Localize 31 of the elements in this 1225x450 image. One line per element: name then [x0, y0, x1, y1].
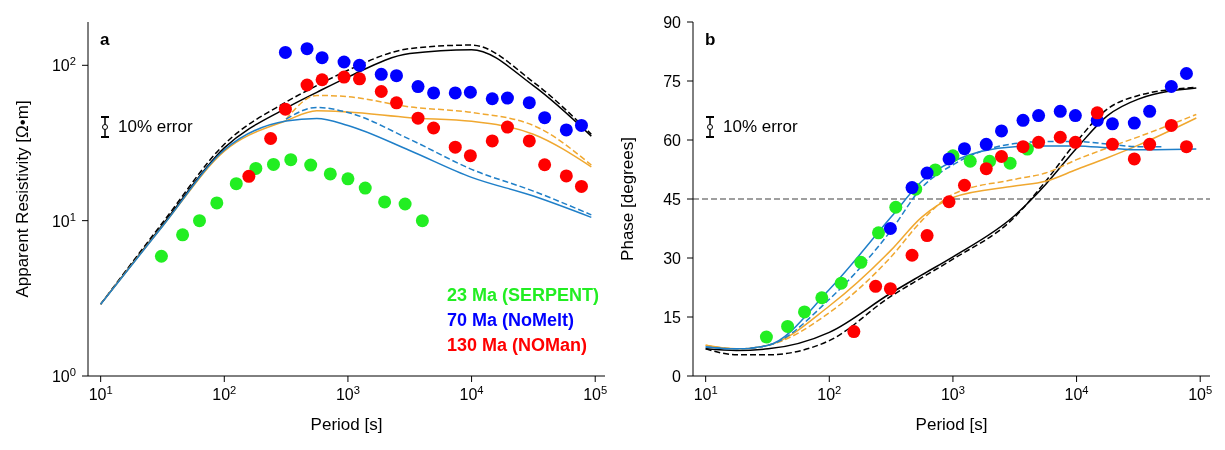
- text: 70 Ma (NoMelt): [446, 310, 575, 331]
- x-tick-label: 10$^{4}$: [1064, 384, 1089, 403]
- y-tick-label: 90: [663, 14, 682, 31]
- y-tick-label: 30: [663, 250, 682, 267]
- annotation: 10% error: [723, 117, 798, 137]
- y-axis-title: Apparent Resistivity [Ω•m]: [13, 100, 33, 298]
- x-tick-label: 10$^{1}$: [693, 384, 718, 403]
- text: 130 Ma (NOMan): [446, 335, 588, 356]
- text: 23 Ma (SERPENT): [446, 285, 599, 306]
- x-tick-label: 10$^{3}$: [940, 384, 965, 403]
- x-axis-title: Period [s]: [310, 415, 383, 434]
- x-tick-label: 10$^{2}$: [817, 384, 842, 403]
- x-tick-label: 10$^{2}$: [212, 384, 237, 403]
- y-tick-label: 10$^{1}$: [51, 210, 76, 230]
- x-tick-label: 10$^{1}$: [88, 384, 113, 403]
- annotation: 10% error: [118, 117, 193, 137]
- y-tick-label: 10$^{0}$: [51, 366, 76, 385]
- y-tick-label: 45: [663, 191, 682, 208]
- y-tick-label: 60: [663, 132, 682, 149]
- y-tick-label: 10$^{2}$: [51, 55, 76, 75]
- y-tick-label: 75: [663, 73, 682, 90]
- x-tick-label: 10$^{5}$: [1188, 384, 1213, 403]
- y-tick-label: 15: [663, 309, 682, 326]
- y-axis-title: Phase [degrees]: [618, 137, 638, 261]
- annotation: a: [100, 30, 110, 50]
- x-tick-label: 10$^{3}$: [335, 384, 360, 403]
- y-tick-label: 0: [672, 368, 682, 385]
- x-tick-label: 10$^{4}$: [459, 384, 484, 403]
- annotation: b: [705, 30, 716, 50]
- x-axis-title: Period [s]: [915, 415, 988, 434]
- x-tick-label: 10$^{5}$: [583, 384, 608, 403]
